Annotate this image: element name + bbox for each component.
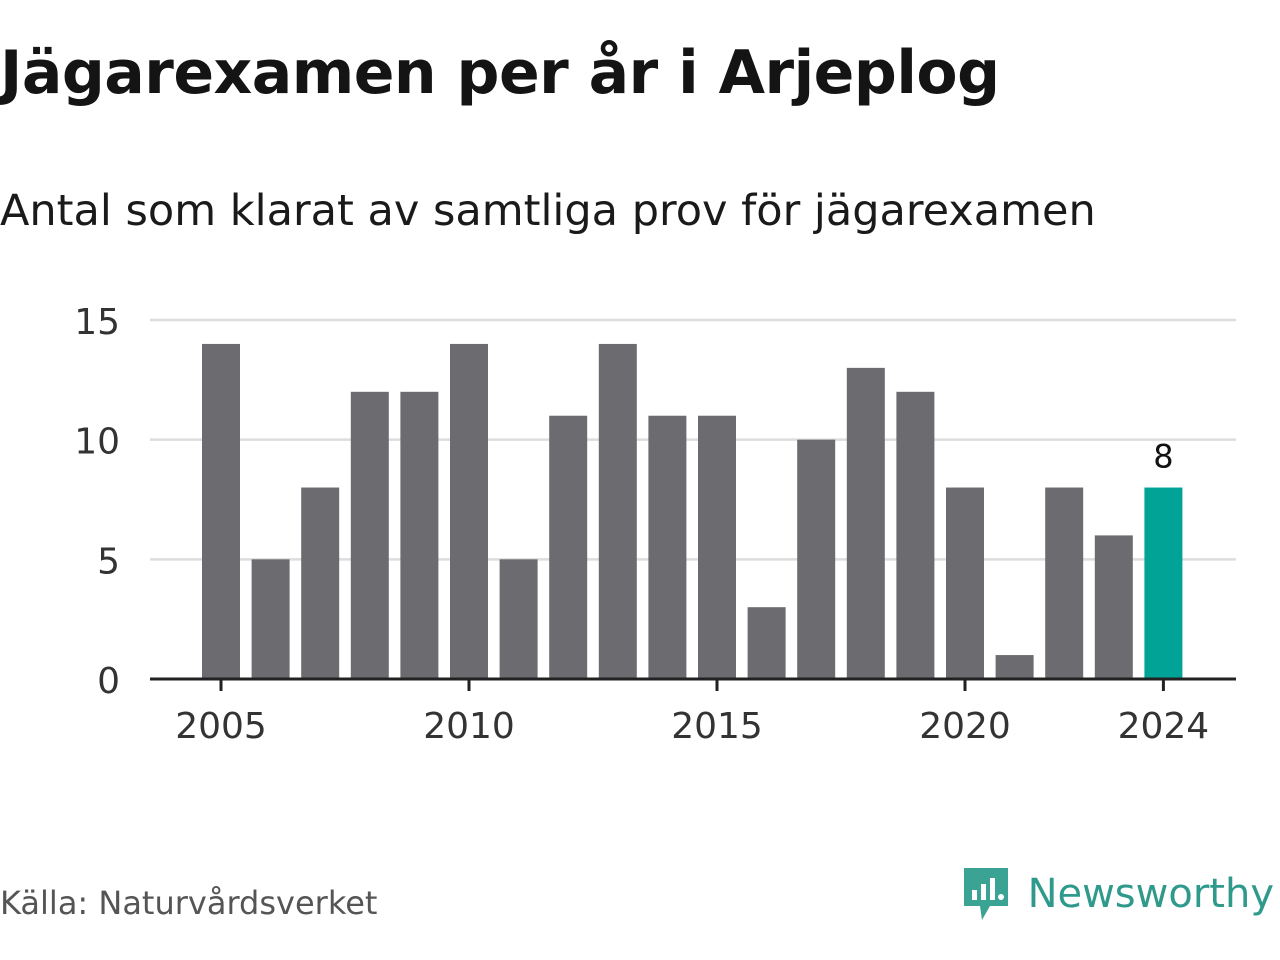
y-tick-label: 15 — [74, 302, 120, 343]
x-tick-label: 2020 — [919, 706, 1011, 747]
x-tick-label: 2024 — [1118, 706, 1210, 747]
bar-2018 — [846, 367, 885, 679]
data-label-2024: 8 — [1153, 438, 1173, 476]
bar-2010 — [450, 343, 488, 679]
bar-2023 — [1094, 535, 1133, 679]
bar-2006 — [251, 559, 290, 679]
bar-2016 — [747, 607, 786, 679]
bar-2019 — [896, 391, 935, 679]
chart-title: Jägarexamen per år i Arjeplog — [0, 38, 1000, 108]
y-tick-label: 10 — [74, 422, 120, 463]
bar-chart: 0 5 10 15 8 2005 2010 2015 2020 2024 — [74, 302, 1236, 747]
bars — [202, 343, 1183, 679]
bar-2012 — [549, 415, 588, 679]
bar-2011 — [499, 559, 538, 679]
bar-2020 — [946, 487, 984, 679]
bar-2008 — [350, 391, 389, 679]
x-axis: 2005 2010 2015 2020 2024 — [175, 679, 1209, 747]
data-labels: 8 — [1153, 438, 1173, 476]
newsworthy-chart-icon — [963, 868, 1008, 920]
brand-logo: Newsworthy — [960, 864, 1274, 924]
bar-2013 — [598, 343, 637, 679]
y-tick-label: 0 — [97, 661, 120, 702]
x-tick-label: 2005 — [175, 706, 267, 747]
bar-2022 — [1045, 487, 1084, 679]
bar-2021 — [995, 655, 1034, 679]
bar-2005 — [202, 343, 240, 679]
bar-2024 — [1144, 487, 1183, 679]
brand-name: Newsworthy — [1027, 871, 1274, 917]
bar-2007 — [301, 487, 340, 679]
y-axis: 0 5 10 15 — [74, 302, 120, 702]
y-tick-label: 5 — [97, 541, 120, 582]
bar-2015 — [698, 415, 736, 679]
source-note: Källa: Naturvårdsverket — [0, 884, 378, 922]
bar-2009 — [400, 391, 439, 679]
chart-subtitle: Antal som klarat av samtliga prov för jä… — [0, 186, 1096, 236]
bar-2014 — [648, 415, 687, 679]
x-tick-label: 2015 — [671, 706, 763, 747]
x-tick-label: 2010 — [423, 706, 515, 747]
bar-2017 — [797, 439, 836, 679]
